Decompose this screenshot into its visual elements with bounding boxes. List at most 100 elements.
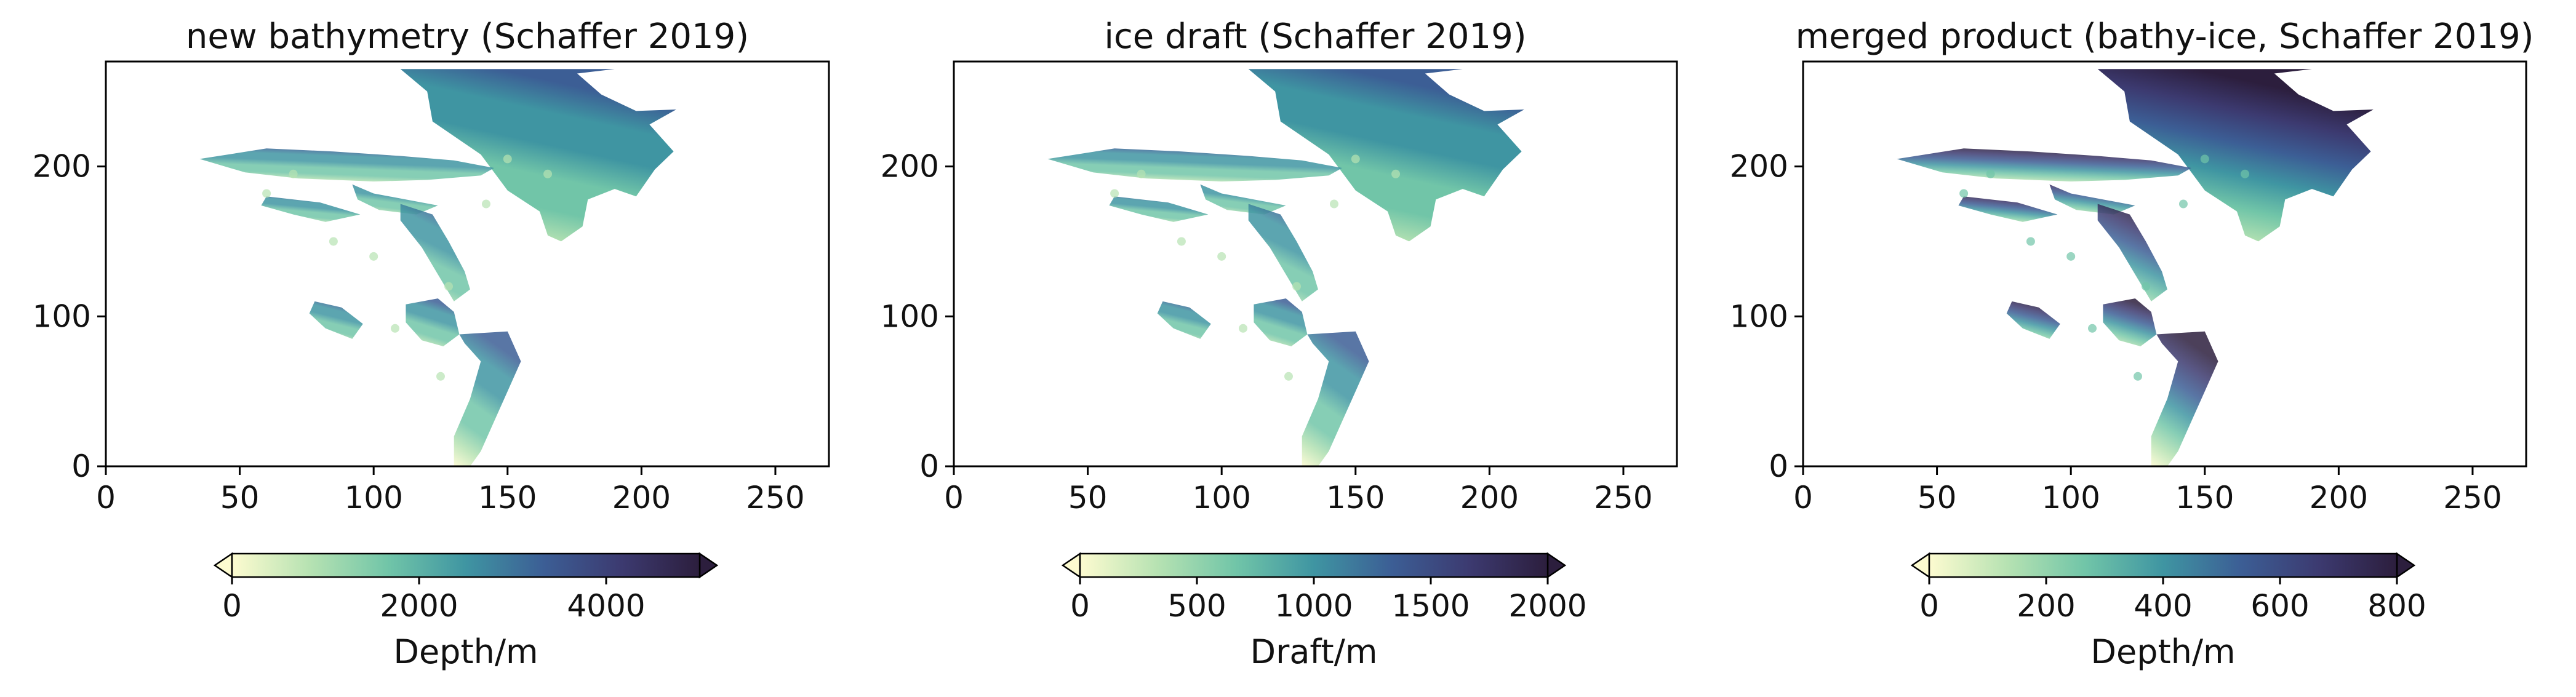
heatmap-speck — [1137, 169, 1146, 178]
colorbar-tick-label: 0 — [1070, 588, 1090, 624]
chart-panel-2: ice draft (Schaffer 2019) 0 50 100 150 200 250… — [881, 17, 1678, 671]
heatmap-region — [261, 196, 361, 222]
heatmap — [1047, 69, 1524, 466]
heatmap-region — [2049, 184, 2135, 215]
heatmap — [1897, 69, 2374, 466]
heatmap-speck — [444, 282, 454, 291]
axes-frame — [105, 60, 830, 468]
colorbar: 0 500 1000 1500 2000 Draft/m — [1061, 552, 1587, 671]
x-tick-label: 150 — [2175, 480, 2234, 516]
heatmap-speck — [2088, 324, 2097, 333]
colorbar-tick-label: 0 — [222, 588, 242, 624]
chart-panel-1: new bathymetry (Schaffer 2019) 0 50 100 150 2… — [33, 17, 830, 671]
heatmap-region — [400, 69, 676, 242]
axes-frame — [1802, 60, 2527, 468]
x-tick-label: 200 — [1460, 480, 1519, 516]
heatmap-region — [1047, 148, 1342, 181]
heatmap-region — [2097, 204, 2167, 301]
heatmap-region — [199, 148, 494, 181]
heatmap-speck — [1110, 189, 1119, 198]
x-tick-label: 0 — [1793, 480, 1813, 516]
heatmap-region — [2006, 301, 2060, 339]
heatmap-speck — [543, 169, 553, 178]
heatmap-speck — [1959, 189, 1969, 198]
y-tick-label: 200 — [1730, 149, 1788, 185]
heatmap-speck — [503, 154, 512, 164]
x-tick-label: 50 — [220, 480, 260, 516]
heatmap-region — [406, 298, 460, 346]
heatmap-speck — [1391, 169, 1401, 178]
heatmap-speck — [481, 199, 490, 209]
colorbar-label: Draft/m — [1250, 632, 1378, 671]
x-tick-label: 100 — [1192, 480, 1250, 516]
colorbar-extend-min — [1910, 552, 1930, 579]
x-tick-label: 250 — [1594, 480, 1652, 516]
heatmap-speck — [1986, 169, 1995, 178]
heatmap-region — [1200, 184, 1286, 215]
y-tick-label: 100 — [1730, 298, 1788, 334]
colorbar-tick-label: 4000 — [567, 588, 645, 624]
heatmap-region — [1958, 196, 2058, 222]
colorbar-tick-label: 1000 — [1274, 588, 1353, 624]
colorbar-tick-label: 2000 — [380, 588, 458, 624]
x-tick-label: 50 — [1068, 480, 1108, 516]
heatmap-speck — [289, 169, 298, 178]
chart-title: new bathymetry (Schaffer 2019) — [186, 17, 749, 57]
x-tick-label: 200 — [2310, 480, 2368, 516]
heatmap-speck — [2241, 169, 2250, 178]
colorbar-bar — [231, 552, 701, 578]
heatmap-speck — [391, 324, 399, 333]
heatmap-speck — [1329, 199, 1338, 209]
heatmap-speck — [1351, 154, 1360, 164]
x-tick-label: 100 — [344, 480, 402, 516]
colorbar: 0 2000 4000 Depth/m — [213, 552, 719, 671]
heatmap-speck — [436, 372, 445, 381]
heatmap-region — [400, 204, 470, 301]
heatmap-region — [2103, 298, 2157, 346]
colorbar-bar — [1928, 552, 2398, 578]
colorbar-tick-label: 0 — [1919, 588, 1939, 624]
heatmap-region — [2151, 331, 2218, 466]
colorbar-extend-max — [1546, 552, 1567, 579]
axes-frame — [953, 60, 1678, 468]
colorbar-tick-label: 500 — [1167, 588, 1226, 624]
heatmap-speck — [329, 237, 338, 246]
y-tick-label: 0 — [71, 448, 91, 484]
heatmap-region — [1248, 69, 1524, 242]
heatmap-speck — [2133, 372, 2142, 381]
y-tick-label: 200 — [33, 149, 91, 185]
colorbar-tick-label: 2000 — [1508, 588, 1586, 624]
x-tick-label: 50 — [1918, 480, 1957, 516]
x-tick-label: 0 — [96, 480, 116, 516]
heatmap-region — [2097, 69, 2374, 242]
heatmap-speck — [1284, 372, 1293, 381]
heatmap-speck — [369, 252, 378, 261]
colorbar-extend-min — [213, 552, 233, 579]
heatmap-speck — [2066, 252, 2076, 261]
x-tick-label: 250 — [746, 480, 804, 516]
colorbar-tick-label: 200 — [2017, 588, 2075, 624]
heatmap-region — [1248, 204, 1318, 301]
colorbar-tick-label: 800 — [2367, 588, 2426, 624]
colorbar: 0 200 400 600 800 Depth/m — [1910, 552, 2426, 671]
heatmap-region — [1109, 196, 1209, 222]
chart-title: ice draft (Schaffer 2019) — [1104, 17, 1526, 57]
heatmap-region — [454, 331, 521, 466]
heatmap-region — [309, 301, 363, 339]
heatmap-region — [1157, 301, 1211, 339]
colorbar-label: Depth/m — [2090, 632, 2235, 671]
heatmap — [199, 69, 676, 466]
y-tick-label: 100 — [33, 298, 91, 334]
colorbar-tick-label: 400 — [2134, 588, 2192, 624]
heatmap-speck — [1177, 237, 1186, 246]
heatmap-region — [1302, 331, 1369, 466]
heatmap-speck — [2142, 282, 2151, 291]
heatmap-speck — [2200, 154, 2209, 164]
chart-title: merged product (bathy-ice, Schaffer 2019… — [1796, 17, 2534, 57]
x-tick-label: 150 — [478, 480, 537, 516]
heatmap-speck — [262, 189, 271, 198]
heatmap-region — [1897, 148, 2191, 181]
heatmap-region — [352, 184, 438, 215]
colorbar-extend-max — [2396, 552, 2416, 579]
